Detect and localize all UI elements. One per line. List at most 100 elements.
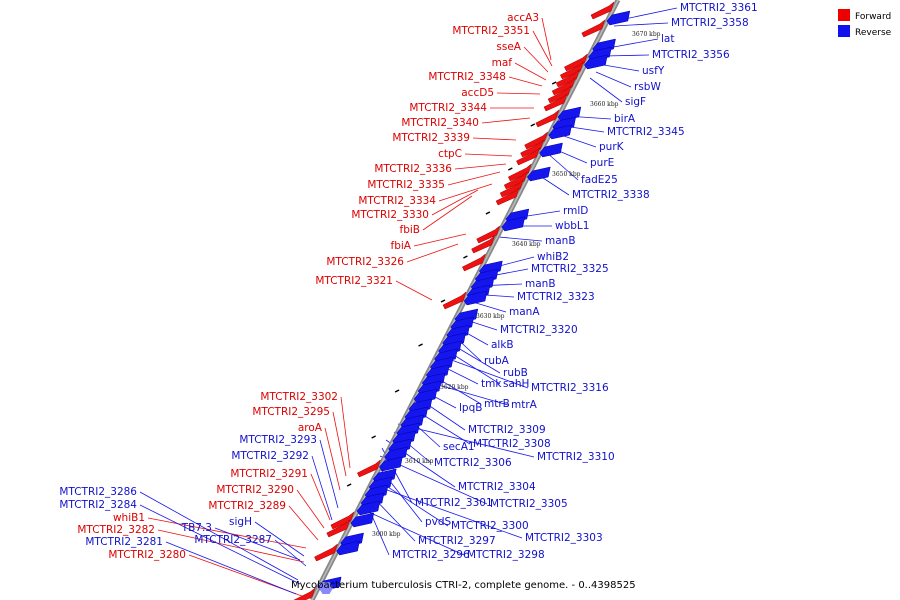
- kbp-tick-label: 3620 kbp: [440, 384, 469, 391]
- reverse-gene-label: MTCTRI2_3308: [473, 438, 551, 450]
- genome-caption: Mycobacterium tuberculosis CTRI-2, compl…: [291, 580, 636, 591]
- reverse-gene-block: [356, 500, 381, 516]
- callout-line: [332, 411, 347, 477]
- feature-marker: [371, 435, 376, 439]
- callout-line: [422, 195, 473, 231]
- callout-line: [319, 439, 339, 509]
- kbp-tick-label: 3610 kbp: [405, 458, 434, 465]
- feature-marker: [440, 299, 446, 303]
- reverse-gene-block: [584, 54, 608, 70]
- forward-gene-block: [442, 291, 467, 310]
- reverse-gene-label: whiB2: [537, 251, 569, 263]
- forward-gene-label: MTCTRI2_3282: [77, 524, 155, 536]
- forward-gene-label: fbiA: [391, 240, 412, 252]
- reverse-gene-label: manA: [509, 306, 540, 318]
- callout-line: [254, 521, 305, 557]
- reverse-gene-label: MTCTRI2_3284: [59, 499, 137, 511]
- forward-gene-label: MTCTRI2_3339: [392, 132, 470, 144]
- forward-gene-block: [564, 53, 588, 72]
- reverse-gene-label: MTCTRI2_3358: [671, 17, 749, 29]
- forward-gene-block: [330, 511, 355, 530]
- callout-line: [296, 489, 325, 529]
- reverse-gene-label: TB7.3: [181, 522, 212, 534]
- reverse-gene-label: MTCTRI2_3298: [467, 549, 545, 561]
- reverse-gene-label: wbbL1: [555, 220, 589, 232]
- forward-gene-block: [535, 109, 560, 128]
- reverse-gene-block: [379, 456, 403, 472]
- gene-features: [293, 1, 631, 600]
- forward-gene-block: [555, 69, 580, 88]
- callout-line: [619, 7, 678, 21]
- feature-marker: [463, 255, 468, 259]
- reverse-gene-label: purE: [590, 157, 614, 169]
- forward-gene-block: [551, 77, 576, 96]
- reverse-gene-label: MTCTRI2_3361: [680, 2, 758, 14]
- callout-line: [310, 473, 331, 521]
- kbp-tick-label: 3630 kbp: [476, 313, 505, 320]
- kbp-ticks: 3600 kbp 3610 kbp 3620 kbp 3630 kbp 3640 kbp…: [372, 31, 661, 538]
- sequence-start-marker: [319, 581, 333, 595]
- forward-gene-label: accA3: [507, 12, 539, 24]
- legend: Forward Reverse: [838, 9, 892, 38]
- callout-line: [595, 71, 632, 88]
- reverse-gene-label: purK: [599, 141, 625, 153]
- reverse-gene-label: rubA: [484, 355, 510, 367]
- reverse-gene-label: MTCTRI2_3345: [607, 126, 685, 138]
- callout-line: [545, 151, 579, 181]
- callout-line: [523, 46, 549, 73]
- forward-gene-block: [462, 253, 486, 272]
- callout-line: [139, 504, 301, 585]
- forward-gene-block: [590, 1, 615, 20]
- forward-gene-label: whiB1: [113, 512, 145, 524]
- reverse-gene-label: MTCTRI2_3304: [458, 481, 536, 493]
- reverse-gene-block: [539, 142, 563, 158]
- reverse-gene-block: [463, 290, 488, 306]
- legend-label-reverse: Reverse: [855, 28, 892, 38]
- callout-line: [157, 529, 305, 563]
- forward-gene-label: MTCTRI2_3280: [108, 549, 186, 561]
- forward-gene-block: [495, 187, 520, 206]
- feature-marker: [530, 123, 536, 127]
- reverse-gene-label: MTCTRI2_3309: [468, 424, 546, 436]
- callout-line: [454, 163, 507, 170]
- callout-line: [431, 189, 479, 216]
- reverse-gene-label: MTCTRI2_3296: [392, 549, 470, 561]
- callout-line: [139, 491, 299, 581]
- forward-gene-label: MTCTRI2_3348: [428, 71, 506, 83]
- reverse-gene-label: sigF: [625, 96, 646, 108]
- callout-line: [438, 183, 493, 202]
- reverse-gene-label: birA: [614, 113, 636, 125]
- kbp-tick-label: 3660 kbp: [590, 101, 619, 108]
- callout-line: [589, 77, 623, 103]
- reverse-gene-label: manB: [545, 235, 576, 247]
- callout-line: [165, 541, 297, 595]
- callout-line: [427, 381, 509, 406]
- forward-gene-label: maf: [492, 57, 513, 69]
- forward-gene-block: [499, 179, 524, 198]
- forward-gene-label: MTCTRI2_3334: [358, 195, 436, 207]
- reverse-gene-label: MTCTRI2_3323: [517, 291, 595, 303]
- forward-gene-block: [476, 225, 501, 244]
- reverse-gene-block: [350, 512, 375, 528]
- forward-gene-block: [503, 171, 528, 190]
- legend-label-forward: Forward: [855, 12, 891, 22]
- reverse-gene-label: MTCTRI2_3292: [231, 450, 309, 462]
- reverse-gene-label: lat: [661, 33, 674, 45]
- callout-line: [539, 175, 570, 196]
- callout-line: [514, 62, 547, 81]
- forward-gene-block: [356, 459, 381, 478]
- forward-gene-block: [471, 235, 496, 254]
- callout-line: [363, 509, 465, 556]
- forward-gene-block: [516, 147, 540, 166]
- forward-gene-label: MTCTRI2_3289: [208, 500, 286, 512]
- callout-line: [532, 30, 553, 67]
- callout-line: [607, 38, 659, 49]
- callout-line: [274, 539, 307, 567]
- feature-marker: [418, 343, 423, 347]
- forward-gene-block: [559, 61, 584, 80]
- forward-gene-block: [314, 543, 338, 562]
- forward-gene-label: sseA: [496, 41, 521, 53]
- forward-gene-label: MTCTRI2_3335: [367, 179, 445, 191]
